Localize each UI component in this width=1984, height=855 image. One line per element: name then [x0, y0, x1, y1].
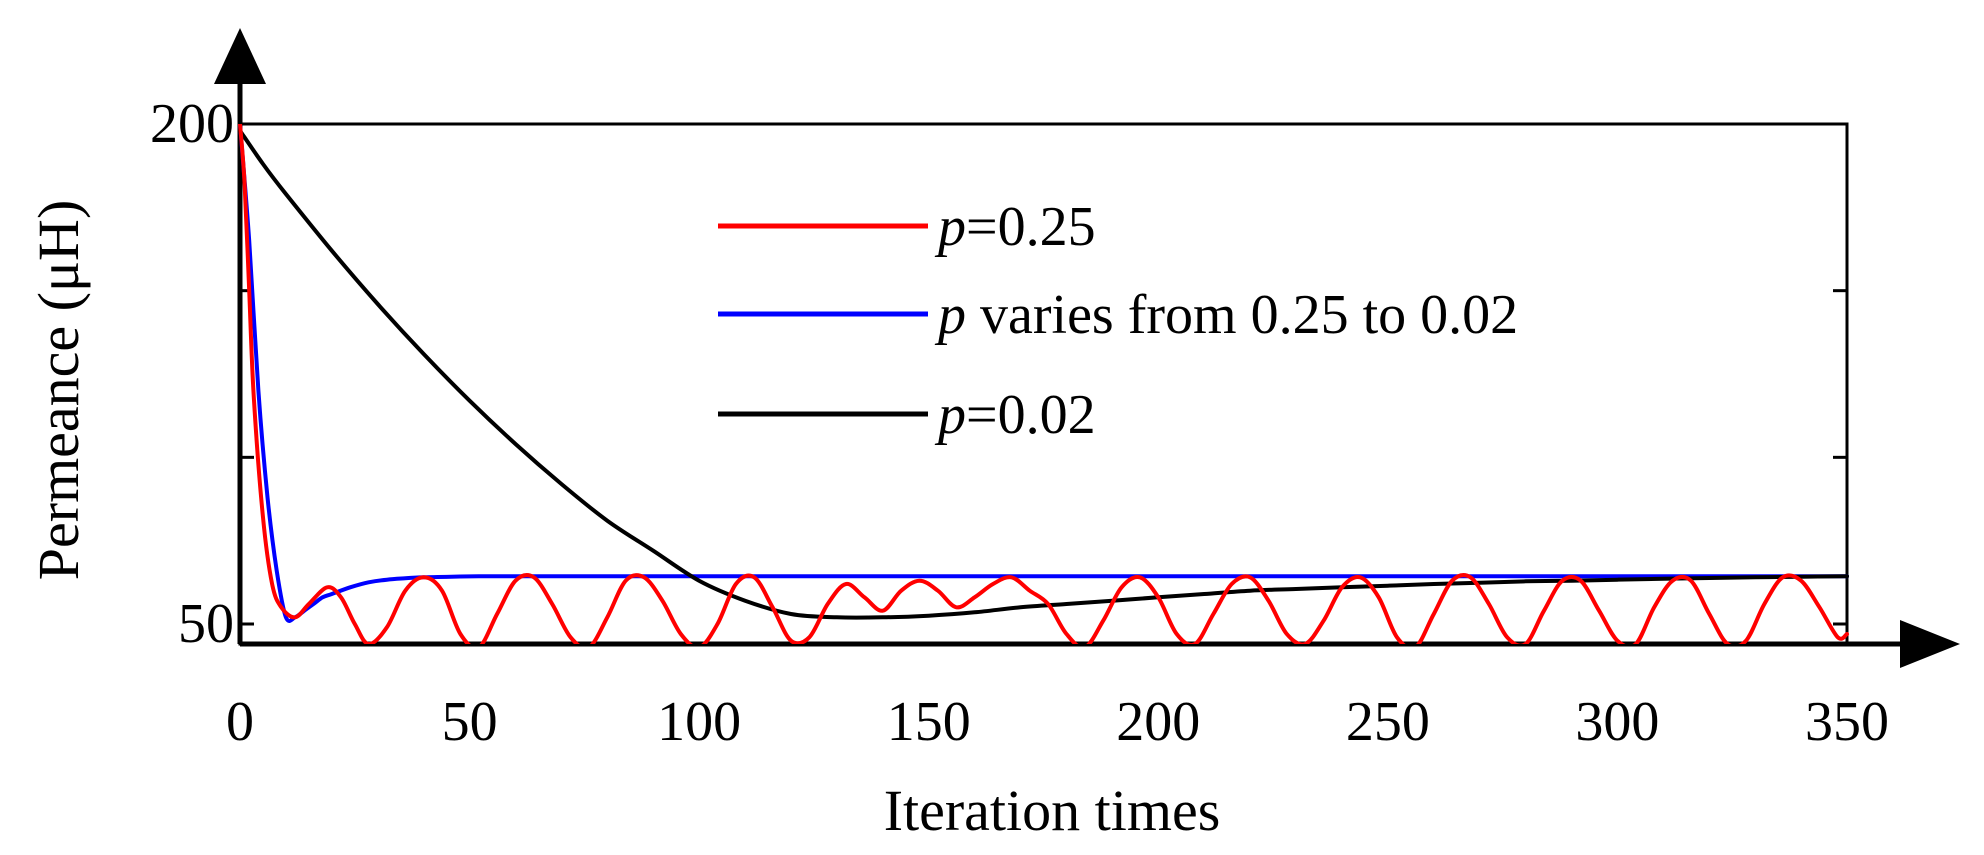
x-tick-label: 100	[657, 691, 741, 753]
legend-label-series-1: p=0.25	[934, 196, 1096, 258]
series-line-2	[238, 124, 1849, 623]
x-axis-title: Iteration times	[884, 778, 1221, 843]
legend: p=0.25 p varies from 0.25 to 0.02 p=0.02	[718, 196, 1518, 446]
y-tick-label: 200	[150, 93, 234, 155]
x-tick-label: 0	[226, 691, 254, 753]
x-tick-label: 250	[1346, 691, 1430, 753]
x-tick-label: 200	[1116, 691, 1200, 753]
series-line-3	[238, 128, 1849, 620]
x-axis-arrowhead	[1900, 620, 1960, 668]
x-tick-label: 300	[1575, 691, 1659, 753]
x-tick-label: 350	[1805, 691, 1889, 753]
legend-label-series-2: p varies from 0.25 to 0.02	[934, 284, 1518, 346]
y-axis-title: Permeance (μH)	[26, 200, 91, 581]
x-tick-label: 50	[442, 691, 498, 753]
y-tick-label: 50	[178, 593, 234, 655]
legend-label-series-3: p=0.02	[934, 384, 1096, 446]
x-tick-label: 150	[887, 691, 971, 753]
series-line-1	[238, 124, 1849, 644]
y-axis-arrowhead	[214, 28, 266, 84]
